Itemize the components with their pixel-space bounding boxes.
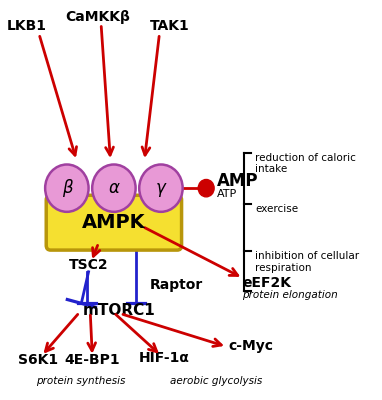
- Text: LKB1: LKB1: [7, 20, 47, 34]
- Text: γ: γ: [156, 179, 166, 197]
- Text: inhibition of cellular
respiration: inhibition of cellular respiration: [255, 251, 359, 273]
- Text: TSC2: TSC2: [69, 258, 108, 272]
- Text: aerobic glycolysis: aerobic glycolysis: [170, 376, 262, 386]
- FancyBboxPatch shape: [46, 195, 181, 250]
- Text: α: α: [108, 179, 120, 197]
- Circle shape: [139, 164, 183, 212]
- Circle shape: [92, 164, 136, 212]
- Text: mTORC1: mTORC1: [83, 303, 156, 318]
- Text: CaMKKβ: CaMKKβ: [65, 10, 130, 24]
- Text: exercise: exercise: [255, 204, 298, 214]
- Text: protein elongation: protein elongation: [242, 290, 338, 300]
- Text: reduction of caloric
intake: reduction of caloric intake: [255, 153, 356, 174]
- Text: AMPK: AMPK: [82, 213, 146, 232]
- Text: c-Myc: c-Myc: [228, 339, 273, 353]
- Text: S6K1: S6K1: [18, 353, 58, 367]
- Text: Raptor: Raptor: [150, 278, 203, 292]
- Text: ATP: ATP: [217, 189, 237, 199]
- Text: AMP: AMP: [217, 172, 259, 190]
- Text: 4E-BP1: 4E-BP1: [65, 353, 120, 367]
- Text: eEF2K: eEF2K: [242, 276, 291, 290]
- Circle shape: [198, 180, 214, 197]
- Circle shape: [45, 164, 89, 212]
- Text: β: β: [62, 179, 72, 197]
- Text: HIF-1α: HIF-1α: [139, 351, 190, 365]
- Text: protein synthesis: protein synthesis: [36, 376, 125, 386]
- Text: TAK1: TAK1: [150, 20, 190, 34]
